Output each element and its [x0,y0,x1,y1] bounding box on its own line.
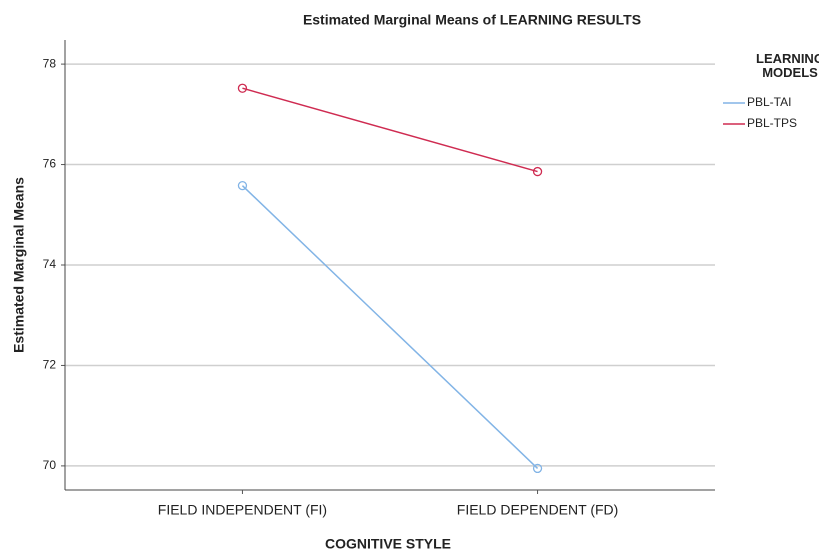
series-line [242,87,538,173]
x-axis-label: COGNITIVE STYLE [325,536,451,552]
point-marker [532,463,543,474]
y-tick-label: 76 [43,157,57,171]
x-tick-label: FIELD DEPENDENT (FD) [457,502,619,518]
point-marker [532,166,543,177]
y-tick-label: 70 [43,458,57,472]
y-tick-label: 74 [43,257,57,271]
series-line [241,185,539,469]
y-axis-label: Estimated Marginal Means [11,177,27,353]
y-tick-label: 72 [43,358,57,372]
point-marker [237,180,248,191]
legend-title-line: LEARNING [756,51,819,66]
legend-label: PBL-TAI [747,95,791,109]
legend-label: PBL-TPS [747,116,797,130]
legend-title: LEARNING MODELS [756,51,819,80]
legend-title-line: MODELS [762,65,818,80]
y-tick-label: 78 [43,56,57,70]
x-tick-label: FIELD INDEPENDENT (FI) [158,502,327,518]
point-marker [237,83,248,93]
chart-title: Estimated Marginal Means of LEARNING RES… [303,12,641,28]
